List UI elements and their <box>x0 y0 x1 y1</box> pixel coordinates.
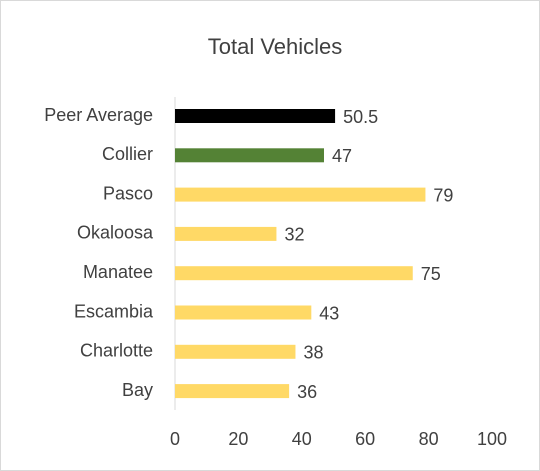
bar <box>175 305 312 320</box>
x-tick-label: 60 <box>355 429 375 449</box>
y-tick-label: Escambia <box>74 301 154 321</box>
data-label: 38 <box>303 343 323 363</box>
bar <box>175 109 336 123</box>
x-tick-label: 100 <box>477 429 507 449</box>
chart-title: Total Vehicles <box>208 34 343 59</box>
bar <box>175 344 296 359</box>
y-tick-label: Collier <box>102 144 153 164</box>
data-label: 50.5 <box>343 107 378 127</box>
y-tick-label: Bay <box>122 380 153 400</box>
bar <box>175 148 324 163</box>
bar <box>175 384 290 399</box>
y-tick-label: Peer Average <box>44 105 153 125</box>
y-tick-label: Manatee <box>83 262 153 282</box>
bar <box>175 226 277 241</box>
data-label: 36 <box>297 382 317 402</box>
y-tick-label: Charlotte <box>80 341 153 361</box>
x-tick-label: 80 <box>419 429 439 449</box>
x-tick-label: 40 <box>292 429 312 449</box>
y-tick-label: Pasco <box>103 183 153 203</box>
y-tick-label: Okaloosa <box>77 223 154 243</box>
bar <box>175 266 413 281</box>
data-label: 32 <box>284 225 304 245</box>
data-label: 79 <box>433 185 453 205</box>
x-tick-label: 0 <box>170 429 180 449</box>
data-label: 43 <box>319 303 339 323</box>
data-label: 75 <box>421 264 441 284</box>
bar <box>175 187 426 202</box>
x-tick-label: 20 <box>228 429 248 449</box>
data-label: 47 <box>332 146 352 166</box>
